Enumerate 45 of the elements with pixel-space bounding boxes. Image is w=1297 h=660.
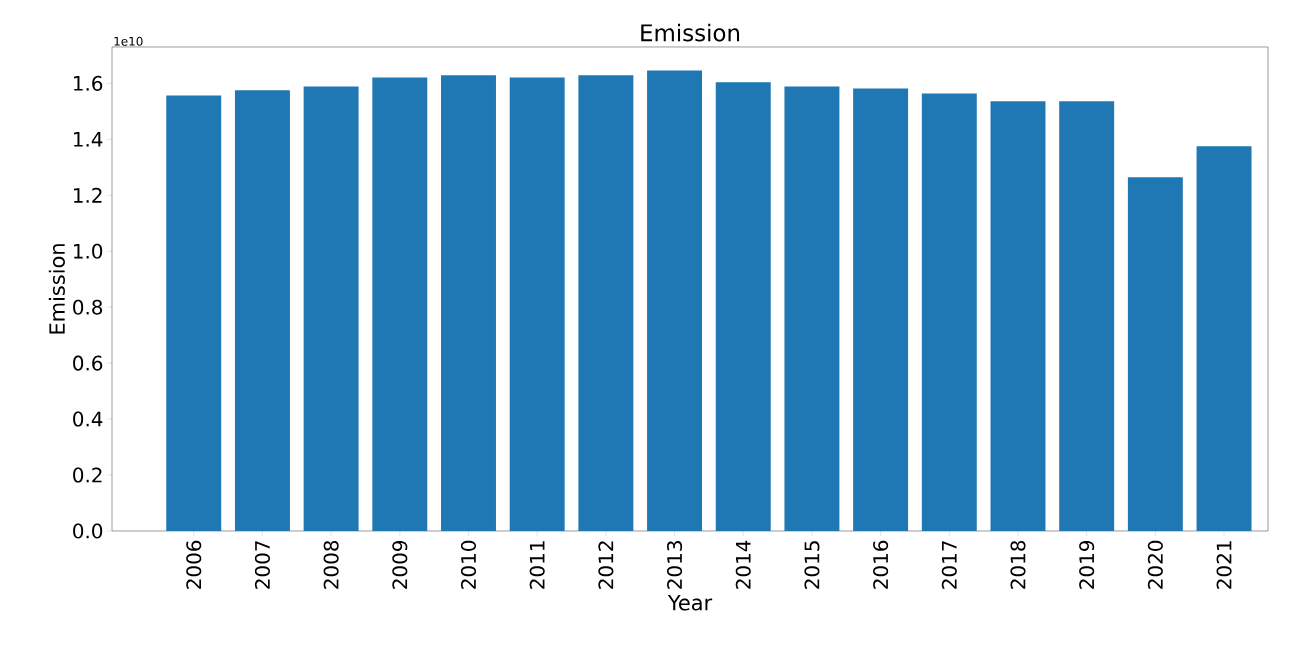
x-tick-label: 2014	[735, 540, 751, 589]
bar	[509, 77, 565, 531]
y-tick-label: 0.4	[73, 411, 103, 427]
x-tick-label: 2020	[1147, 540, 1163, 589]
text: 1e10	[114, 36, 143, 46]
bar	[921, 93, 977, 531]
x-tick-label: 2009	[392, 540, 408, 589]
y-tick-label: 1.6	[73, 75, 103, 91]
y-tick-label: 0.2	[73, 467, 102, 483]
bar	[1196, 146, 1252, 531]
x-tick-label: 2011	[529, 541, 545, 589]
x-axis-title: Year	[667, 595, 713, 611]
x-tick-label: 2017	[941, 541, 957, 589]
y-tick-label: 1.4	[73, 132, 103, 147]
y-tick-label: 0.8	[73, 299, 103, 315]
chart-title: Emission	[641, 23, 740, 42]
bar	[784, 86, 840, 531]
bar	[647, 70, 703, 531]
y-axis-title: Emission	[48, 244, 65, 334]
x-tick-label: 2010	[460, 540, 477, 589]
x-tick-label: 2006	[186, 540, 202, 589]
x-tick-label: 2021	[1216, 541, 1232, 589]
bar	[1059, 101, 1115, 531]
bar	[303, 86, 359, 531]
x-tick-label: 2012	[598, 541, 614, 589]
y-tick-label: 1.2	[73, 187, 102, 203]
x-tick-label: 2019	[1079, 540, 1095, 589]
x-tick-label: 2007	[254, 541, 270, 589]
x-tick-label: 2015	[804, 541, 820, 589]
x-tick-label: 2016	[873, 540, 889, 589]
y-tick-label: 0.6	[73, 355, 103, 371]
x-tick-label: 2018	[1010, 540, 1026, 589]
y-tick-label: 0.0	[73, 523, 103, 539]
bar	[372, 77, 428, 531]
bar	[166, 95, 222, 531]
x-tick-label: 2013	[667, 541, 683, 589]
bar	[578, 75, 634, 531]
bar	[715, 82, 771, 531]
x-tick-label: 2008	[323, 540, 339, 589]
bar	[441, 75, 496, 531]
bar	[1127, 177, 1183, 531]
bar	[234, 90, 290, 531]
y-tick-label: 1.0	[73, 243, 103, 259]
bar	[853, 88, 909, 531]
bar	[990, 101, 1046, 531]
